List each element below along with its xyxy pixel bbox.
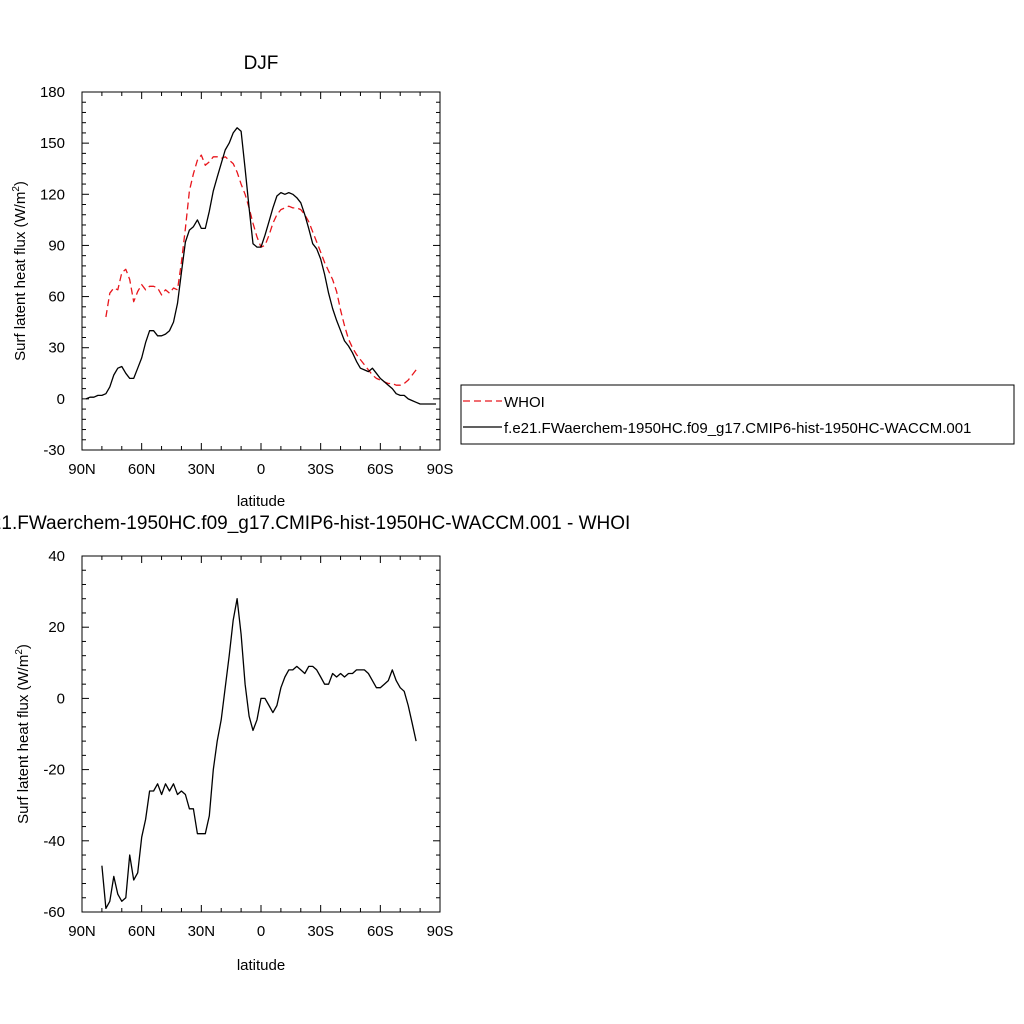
legend-box (460, 384, 1015, 445)
latent-heat-flux-plot: DJF 90N 60N 30N 0 30S 60S 90S -30 0 30 60 90 120 150 1… (11, 53, 1015, 510)
y-tick-label: -40 (43, 833, 65, 850)
y-axis-label-2: Surf latent heat flux (W/m2) (14, 644, 32, 824)
y-tick-label: 20 (48, 619, 65, 636)
x-tick-label: 30S (307, 461, 334, 478)
x-tick-label: 60S (367, 461, 394, 478)
y-tick-label: 0 (57, 690, 65, 707)
y-tick-label: -20 (43, 762, 65, 779)
y-tick-label: -30 (43, 442, 65, 459)
x-tick-label: 90N (68, 461, 96, 478)
legend: WHOI f.e21.FWaerchem-1950HC.f09_g17.CMIP… (460, 384, 1015, 445)
x-tick-label: 0 (257, 923, 265, 940)
y-tick-label: 150 (40, 135, 65, 152)
y-tick-label: 180 (40, 84, 65, 101)
x-tick-label: 30S (307, 923, 334, 940)
y-axis-label: Surf latent heat flux (W/m2) (11, 181, 29, 361)
y-tick-label: -60 (43, 904, 65, 921)
difference-title: f.e21.FWaerchem-1950HC.f09_g17.CMIP6-his… (0, 513, 630, 534)
difference-plot: f.e21.FWaerchem-1950HC.f09_g17.CMIP6-his… (0, 513, 630, 974)
legend-label-whoi: WHOI (504, 394, 545, 411)
y-tick-label: 120 (40, 186, 65, 203)
plot-frame (81, 91, 441, 451)
x-tick-label: 60N (128, 923, 156, 940)
y-tick-label: 60 (48, 289, 65, 306)
x-tick-label: 30N (188, 461, 216, 478)
y-tick-label: 0 (57, 391, 65, 408)
x-tick-label: 90N (68, 923, 96, 940)
x-tick-label: 60S (367, 923, 394, 940)
y-tick-label: 90 (48, 237, 65, 254)
legend-label-model: f.e21.FWaerchem-1950HC.f09_g17.CMIP6-his… (504, 420, 971, 437)
series-line-whoi (105, 154, 417, 386)
x-axis-label-2: latitude (237, 957, 285, 974)
x-tick-label: 0 (257, 461, 265, 478)
x-tick-label: 60N (128, 461, 156, 478)
y-tick-label: 30 (48, 340, 65, 357)
x-tick-label: 90S (427, 923, 454, 940)
x-tick-label: 30N (188, 923, 216, 940)
series-line-difference (101, 598, 417, 910)
x-axis-label: latitude (237, 493, 285, 510)
y-tick-label: 40 (48, 548, 65, 565)
series-line-f-e21-fwaerchem-1950hc-f (85, 127, 436, 405)
plot-frame-2 (81, 555, 441, 913)
x-tick-label: 90S (427, 461, 454, 478)
chart-title: DJF (244, 53, 279, 74)
